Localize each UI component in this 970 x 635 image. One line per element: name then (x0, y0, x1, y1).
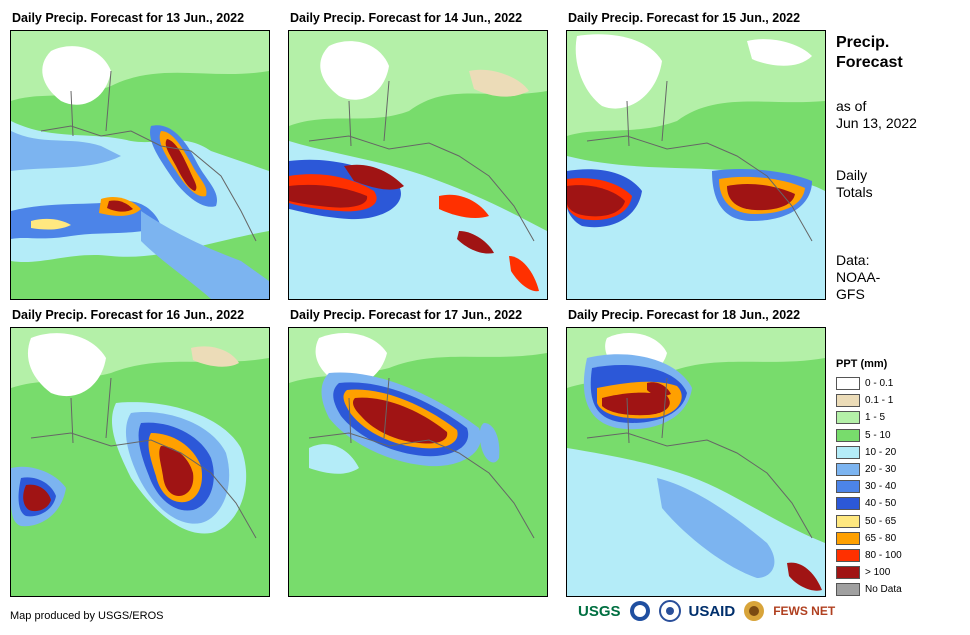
legend: 0 - 0.1 0.1 - 1 1 - 5 5 - 10 10 - 20 20 - 30 3… (836, 375, 902, 598)
legend-item: 20 - 30 (836, 461, 902, 478)
panel-title-3: Daily Precip. Forecast for 15 Jun., 2022 (568, 11, 801, 25)
sidebar-title-line2: Forecast (836, 54, 903, 71)
legend-item: 1 - 5 (836, 409, 902, 426)
fews-net-icon (744, 601, 765, 621)
noaa-logo-icon (629, 601, 650, 621)
legend-swatch (836, 566, 860, 580)
legend-item: > 100 (836, 564, 902, 581)
legend-swatch (836, 514, 860, 528)
legend-item: 80 - 100 (836, 547, 902, 564)
legend-title: PPT (mm) (836, 358, 888, 370)
legend-swatch (836, 531, 860, 545)
legend-item: 5 - 10 (836, 427, 902, 444)
panel-title-5: Daily Precip. Forecast for 17 Jun., 2022 (290, 308, 523, 322)
legend-item: 0.1 - 1 (836, 392, 902, 409)
legend-label: 65 - 80 (865, 532, 897, 544)
panel-title-4: Daily Precip. Forecast for 16 Jun., 2022 (12, 308, 245, 322)
legend-item: 30 - 40 (836, 478, 902, 495)
legend-label: 40 - 50 (865, 498, 897, 510)
usda-seal-icon (658, 600, 681, 622)
map-credit: Map produced by USGS/EROS (10, 610, 164, 622)
sidebar-asof-line1: as of (836, 98, 867, 114)
panel-title-2: Daily Precip. Forecast for 14 Jun., 2022 (290, 11, 523, 25)
sidebar-data-line3: GFS (836, 286, 865, 302)
legend-label: 0 - 0.1 (865, 378, 894, 390)
sidebar-totals-line2: Totals (836, 184, 873, 200)
panel-title-1: Daily Precip. Forecast for 13 Jun., 2022 (12, 11, 245, 25)
legend-label: 5 - 10 (865, 429, 891, 441)
legend-label: 50 - 65 (865, 515, 897, 527)
legend-swatch (836, 445, 860, 459)
legend-item: 50 - 65 (836, 513, 902, 530)
legend-swatch (836, 548, 860, 562)
legend-label: 0.1 - 1 (865, 395, 894, 407)
legend-label: 10 - 20 (865, 446, 897, 458)
usaid-logo: USAID (688, 602, 736, 620)
logo-strip: USGS USAID FEWS NET (578, 600, 835, 622)
legend-label: 80 - 100 (865, 549, 902, 561)
legend-swatch (836, 411, 860, 425)
map-panel-2 (288, 30, 548, 300)
map-panel-4 (10, 327, 270, 597)
legend-item: 65 - 80 (836, 530, 902, 547)
sidebar-totals: Daily Totals (836, 167, 873, 201)
sidebar-asof-line2: Jun 13, 2022 (836, 115, 917, 131)
legend-label: No Data (865, 584, 902, 596)
sidebar-data-source: Data: NOAA- GFS (836, 252, 880, 303)
sidebar-data-line2: NOAA- (836, 269, 881, 285)
sidebar-title: Precip. Forecast (836, 33, 903, 73)
legend-item: 40 - 50 (836, 495, 902, 512)
map-panel-3 (566, 30, 826, 300)
legend-swatch (836, 377, 860, 391)
legend-item: No Data (836, 581, 902, 598)
legend-swatch (836, 497, 860, 511)
usgs-logo: USGS (578, 602, 621, 620)
fews-net-logo: FEWS NET (773, 604, 836, 618)
legend-swatch (836, 428, 860, 442)
legend-swatch (836, 583, 860, 597)
legend-swatch (836, 480, 860, 494)
legend-item: 0 - 0.1 (836, 375, 902, 392)
map-panel-6 (566, 327, 826, 597)
sidebar-data-line1: Data: (836, 252, 870, 268)
sidebar-totals-line1: Daily (836, 167, 868, 183)
map-panel-5 (288, 327, 548, 597)
legend-swatch (836, 394, 860, 408)
map-panel-1 (10, 30, 270, 300)
legend-swatch (836, 463, 860, 477)
legend-item: 10 - 20 (836, 444, 902, 461)
legend-label: > 100 (865, 567, 891, 579)
legend-label: 30 - 40 (865, 481, 897, 493)
legend-label: 1 - 5 (865, 412, 886, 424)
sidebar-asof: as of Jun 13, 2022 (836, 98, 917, 132)
legend-label: 20 - 30 (865, 464, 897, 476)
sidebar-title-line1: Precip. (836, 34, 890, 51)
panel-title-6: Daily Precip. Forecast for 18 Jun., 2022 (568, 308, 801, 322)
